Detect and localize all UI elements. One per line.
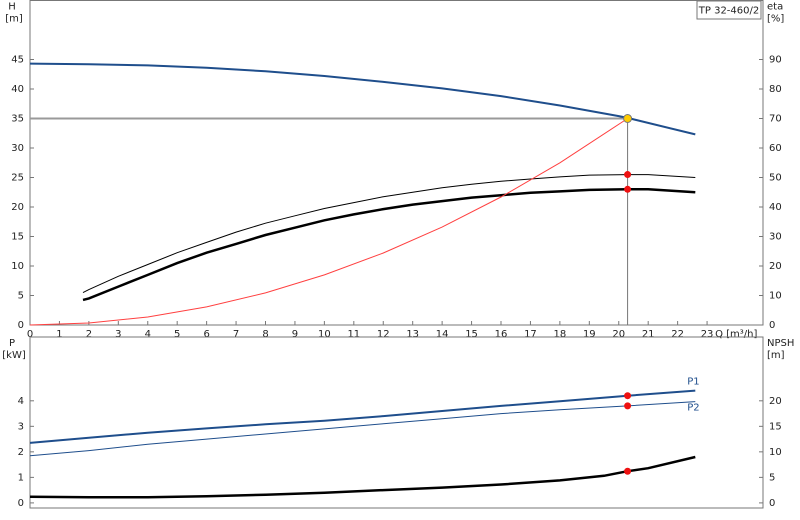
curve	[29, 455, 696, 499]
y2-tick-label: 15	[769, 421, 782, 432]
operating-marker	[624, 467, 632, 475]
y-tick-label: 30	[11, 143, 24, 154]
y-tick-label: 20	[11, 202, 24, 213]
duty-point	[623, 114, 633, 123]
x-tick-label: 13	[406, 329, 419, 340]
curve	[29, 389, 696, 444]
x-tick-label: 23	[701, 329, 714, 340]
x-tick-label: 18	[554, 329, 567, 340]
y2-tick-label: 10	[769, 291, 782, 302]
y-tick-label: 4	[18, 396, 24, 407]
y-tick-label: 15	[11, 232, 24, 243]
y-tick-label: 35	[11, 114, 24, 125]
x-tick-label: 22	[671, 329, 684, 340]
x-tick-label: 14	[436, 329, 449, 340]
curve	[82, 188, 696, 302]
x-tick-label: 20	[612, 329, 625, 340]
y2-axis-unit: [%]	[767, 14, 784, 25]
y2-axis-label: eta	[767, 2, 783, 13]
x-tick-label: 21	[642, 329, 655, 340]
y2-tick-label: 5	[769, 472, 775, 483]
y-tick-label: 3	[18, 421, 24, 432]
operating-marker	[624, 402, 632, 410]
y2-tick-label: 10	[769, 447, 782, 458]
x-tick-label: 17	[524, 329, 537, 340]
x-tick-label: 2	[86, 329, 92, 340]
x-tick-label: 8	[262, 329, 268, 340]
y2-tick-label: 30	[769, 232, 782, 243]
y-axis-unit: [kW]	[2, 350, 26, 361]
operating-marker	[624, 392, 632, 400]
curve	[29, 118, 628, 326]
operating-marker	[624, 185, 632, 193]
curve	[82, 174, 696, 294]
curve-label: P1	[687, 377, 699, 388]
annotation-box	[696, 0, 762, 20]
y-tick-label: 40	[11, 84, 24, 95]
y-axis-label: P	[9, 338, 15, 349]
x-tick-label: 3	[115, 329, 121, 340]
y-axis-unit: [m]	[5, 14, 23, 25]
y2-axis-unit: [m]	[767, 350, 785, 361]
y-tick-label: 0	[18, 320, 24, 331]
y-axis-label: H	[8, 2, 16, 13]
x-tick-label: 6	[203, 329, 209, 340]
y-tick-label: 10	[11, 261, 24, 272]
y2-tick-label: 20	[769, 396, 782, 407]
y-tick-label: 1	[18, 472, 24, 483]
curve	[29, 401, 696, 457]
x-tick-label: 4	[145, 329, 151, 340]
y-tick-label: 45	[11, 55, 24, 66]
y-tick-label: 5	[18, 291, 24, 302]
y2-tick-label: 60	[769, 143, 782, 154]
y2-tick-label: 40	[769, 202, 782, 213]
x-tick-label: 11	[347, 329, 360, 340]
y-tick-label: 0	[18, 498, 24, 509]
x-axis-label: Q [m³/h]	[715, 329, 757, 340]
y2-tick-label: 0	[769, 498, 775, 509]
y-tick-label: 2	[18, 447, 24, 458]
y-tick-label: 25	[11, 173, 24, 184]
x-tick-label: 7	[233, 329, 239, 340]
x-tick-label: 12	[377, 329, 390, 340]
plot-frame	[29, 336, 764, 509]
x-tick-label: 1	[56, 329, 62, 340]
operating-marker	[624, 171, 632, 179]
x-tick-label: 9	[292, 329, 298, 340]
y2-tick-label: 90	[769, 55, 782, 66]
plot-frame	[29, 0, 764, 326]
curve	[29, 62, 696, 136]
x-tick-label: 15	[465, 329, 478, 340]
y2-tick-label: 0	[769, 320, 775, 331]
curve-label: P2	[687, 403, 699, 414]
annotation: TP 32-460/2	[698, 6, 759, 17]
x-tick-label: 5	[174, 329, 180, 340]
y2-tick-label: 20	[769, 261, 782, 272]
x-tick-label: 10	[318, 329, 331, 340]
y2-tick-label: 50	[769, 173, 782, 184]
x-tick-label: 16	[495, 329, 508, 340]
y2-tick-label: 70	[769, 114, 782, 125]
x-tick-label: 19	[583, 329, 596, 340]
y2-tick-label: 80	[769, 84, 782, 95]
x-tick-label: 0	[27, 329, 33, 340]
y2-axis-label: NPSH	[767, 338, 794, 349]
